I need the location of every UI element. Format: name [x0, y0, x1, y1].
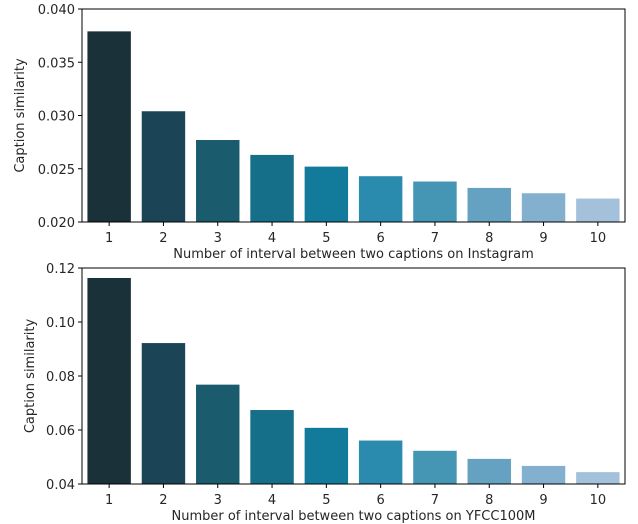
x-tick-label: 1	[105, 231, 113, 246]
x-axis-label: Number of interval between two captions …	[173, 247, 534, 262]
bar-5	[304, 166, 349, 222]
bar-2	[141, 111, 186, 222]
y-tick-label: 0.025	[38, 163, 75, 178]
y-tick-label: 0.12	[46, 262, 75, 277]
x-tick-label: 3	[214, 493, 222, 508]
x-tick-label: 5	[322, 231, 330, 246]
x-tick-label: 9	[539, 493, 547, 508]
bar-1	[87, 277, 131, 484]
y-tick-label: 0.035	[38, 56, 75, 71]
x-tick-label: 9	[539, 231, 547, 246]
bar-3	[196, 139, 240, 222]
y-tick-label: 0.040	[38, 3, 75, 18]
x-tick-label: 4	[268, 231, 276, 246]
bar-3	[196, 384, 240, 484]
x-tick-label: 7	[431, 493, 439, 508]
bar-8	[467, 187, 511, 222]
x-tick-label: 3	[214, 231, 222, 246]
bar-10	[576, 198, 620, 222]
x-tick-label: 2	[159, 493, 167, 508]
x-tick-label: 6	[377, 493, 385, 508]
x-tick-label: 2	[159, 231, 167, 246]
y-axis-label: Caption similarity	[23, 319, 38, 434]
bar-5	[304, 427, 349, 484]
bar-8	[467, 458, 511, 484]
x-axis-label: Number of interval between two captions …	[172, 509, 536, 524]
y-tick-label: 0.030	[38, 110, 75, 125]
x-tick-label: 10	[590, 231, 607, 246]
x-tick-label: 8	[485, 231, 493, 246]
x-tick-label: 8	[485, 493, 493, 508]
x-tick-label: 5	[322, 493, 330, 508]
x-tick-label: 1	[105, 493, 113, 508]
y-axis-label: Caption similarity	[13, 58, 28, 173]
y-tick-label: 0.06	[46, 424, 75, 439]
bar-10	[576, 472, 620, 484]
x-tick-label: 10	[590, 493, 607, 508]
bar-2	[141, 343, 186, 484]
bar-6	[358, 176, 403, 222]
bar-1	[87, 31, 131, 222]
bar-9	[521, 193, 566, 222]
x-tick-label: 6	[377, 231, 385, 246]
bar-4	[250, 410, 294, 484]
y-tick-label: 0.08	[46, 370, 75, 385]
x-tick-label: 4	[268, 493, 276, 508]
bar-6	[358, 440, 403, 484]
bar-9	[521, 465, 566, 484]
chart-yfcc100m: 1 2 3 4 5 6 7 8 9 10 0.04 0.06 0.08 0.10 0.12 Number of…	[23, 262, 626, 524]
x-tick-label: 7	[431, 231, 439, 246]
y-tick-label: 0.020	[38, 216, 75, 231]
bar-7	[413, 450, 457, 484]
bar-4	[250, 154, 294, 222]
chart-instagram: 1 2 3 4 5 6 7 8 9 10 0.020 0.025 0.030 0.035 0.040 Numb…	[13, 3, 626, 262]
bar-7	[413, 181, 457, 222]
y-tick-label: 0.10	[46, 316, 75, 331]
y-tick-label: 0.04	[46, 478, 75, 493]
